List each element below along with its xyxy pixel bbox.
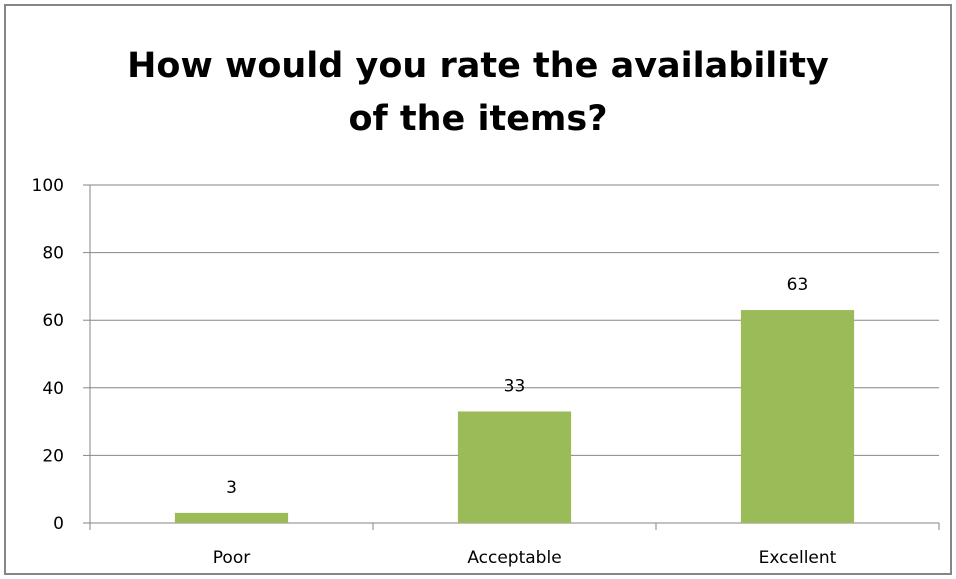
y-tick-label: 40 — [42, 379, 64, 399]
bars — [174, 310, 855, 523]
bar-excellent — [740, 310, 855, 523]
chart-title-line-2: of the items? — [348, 99, 608, 139]
y-tick-label: 0 — [53, 514, 64, 534]
bar-poor — [174, 512, 289, 523]
x-tick-label: Acceptable — [467, 548, 561, 568]
y-tick-label: 80 — [42, 244, 64, 264]
chart-title: How would you rate the availability of t… — [0, 40, 956, 146]
data-label: 63 — [787, 275, 809, 295]
data-label: 3 — [226, 478, 237, 498]
chart-title-line-1: How would you rate the availability — [127, 46, 829, 86]
y-tick-label: 60 — [42, 311, 64, 331]
x-tick-label: Poor — [213, 548, 250, 568]
y-tick-label: 100 — [32, 176, 64, 196]
y-tick-label: 20 — [42, 446, 64, 466]
data-label: 33 — [504, 376, 526, 396]
labels: 0 20 40 60 80 100 Poor 3 Acceptable 33 Excellent 63 — [32, 176, 837, 568]
bar-acceptable — [457, 411, 572, 523]
x-tick-label: Excellent — [759, 548, 837, 568]
